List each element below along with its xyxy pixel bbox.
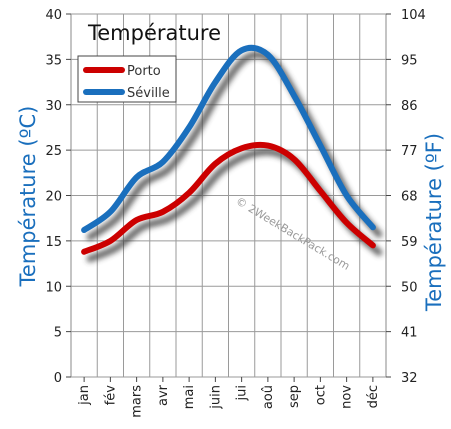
y-axis-title-left: Température (ºC) [16, 106, 40, 288]
y-right-tick-label: 68 [401, 190, 418, 205]
y-right-tick-label: 86 [401, 99, 418, 114]
x-tick-label: avr [156, 384, 171, 406]
y-left-tick-label: 0 [54, 371, 62, 386]
legend-label-porto: Porto [127, 64, 161, 79]
y-axis-left: 0 5 10 15 20 25 30 35 40 [45, 8, 71, 386]
y-left-tick-label: 10 [45, 280, 62, 295]
y-left-tick-label: 30 [45, 99, 62, 114]
x-axis: jan fév mars avr mai juin jui aoû sep oct nov déc [77, 377, 381, 418]
y-left-tick-label: 25 [45, 144, 62, 159]
legend: Porto Séville [77, 55, 177, 103]
y-left-tick-label: 40 [45, 8, 62, 23]
x-tick-label: fév [103, 385, 118, 406]
x-tick-label: juin [208, 385, 223, 410]
y-axis-right: 32 41 50 59 68 77 86 95 104 [386, 8, 426, 386]
series-lines [81, 44, 376, 255]
x-tick-label: sep [287, 385, 302, 408]
y-left-tick-label: 15 [45, 235, 62, 250]
y-right-tick-label: 104 [401, 8, 426, 23]
x-tick-label: mars [130, 385, 145, 418]
y-right-tick-label: 32 [401, 371, 418, 386]
series-line-seville [81, 44, 376, 233]
y-right-tick-label: 77 [401, 144, 418, 159]
x-tick-label: oct [313, 385, 328, 405]
x-tick-label: jan [77, 385, 92, 406]
y-left-tick-label: 35 [45, 53, 62, 68]
legend-label-seville: Séville [127, 86, 170, 101]
x-tick-label: déc [366, 385, 381, 408]
y-right-tick-label: 50 [401, 280, 418, 295]
chart-title: Température [87, 21, 221, 45]
y-axis-title-right: Température (ºF) [422, 133, 446, 312]
series-line-porto [81, 141, 376, 255]
x-tick-label: nov [340, 385, 355, 409]
x-tick-label: jui [235, 385, 250, 401]
y-left-tick-label: 5 [54, 326, 62, 341]
y-right-tick-label: 95 [401, 53, 418, 68]
x-tick-label: mai [182, 385, 197, 409]
y-left-tick-label: 20 [45, 190, 62, 205]
x-tick-label: aoû [261, 385, 276, 409]
y-right-tick-label: 41 [401, 326, 418, 341]
y-right-tick-label: 59 [401, 235, 418, 250]
